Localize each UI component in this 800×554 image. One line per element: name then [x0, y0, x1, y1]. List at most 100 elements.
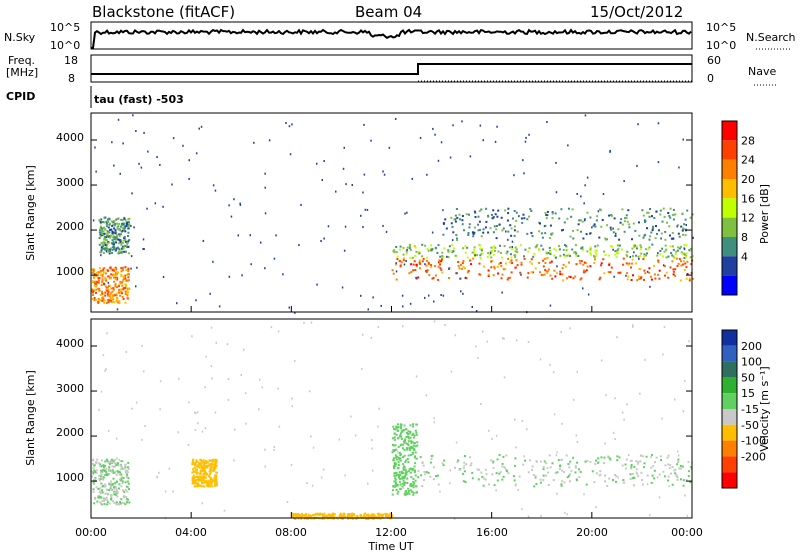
power-cell	[449, 156, 452, 159]
beam-title: Beam 04	[355, 3, 422, 21]
power-cell	[668, 225, 671, 228]
velocity-cell	[552, 371, 555, 374]
power-cell	[98, 267, 101, 270]
power-cell	[685, 244, 688, 247]
nsky-label: N.Sky	[4, 31, 36, 44]
velocity-cell	[214, 478, 217, 481]
power-cell	[574, 251, 577, 253]
velocity-cell	[303, 514, 306, 517]
velocity-cell	[195, 475, 198, 478]
velocity-cell	[629, 459, 632, 462]
velocity-cell	[204, 460, 207, 463]
power-cell	[640, 246, 643, 249]
power-cell	[102, 247, 105, 250]
power-cell	[425, 270, 428, 273]
velocity-cell	[614, 397, 616, 400]
power-cell	[614, 253, 617, 256]
velocity-cell	[630, 467, 633, 470]
power-cell	[489, 252, 492, 255]
velocity-cell	[604, 442, 606, 445]
velocity-cell	[107, 468, 110, 471]
velocity-cell	[675, 474, 678, 477]
power-cell	[99, 235, 102, 237]
power-colorbar-segment	[722, 217, 737, 237]
freq-trace	[91, 63, 692, 75]
power-cell	[542, 259, 545, 262]
velocity-cell	[450, 370, 453, 373]
power-cell	[608, 263, 611, 266]
velocity-cell	[307, 515, 310, 517]
power-cell	[107, 218, 109, 221]
velocity-cell	[404, 461, 407, 463]
power-cell	[455, 208, 458, 210]
velocity-cell	[477, 478, 480, 481]
velocity-cell	[539, 481, 542, 484]
power-cell	[454, 272, 457, 275]
power-cell	[108, 284, 111, 287]
power-cell	[98, 231, 101, 234]
velocity-cell	[412, 432, 415, 435]
power-cell	[534, 246, 537, 249]
velocity-cell	[627, 454, 630, 457]
velocity-cell	[116, 495, 119, 498]
velocity-cell	[97, 487, 100, 490]
velocity-cell	[563, 471, 565, 474]
velocity-cell	[141, 344, 143, 347]
power-cell	[671, 213, 674, 216]
power-cell	[478, 244, 481, 247]
power-cell	[617, 251, 620, 254]
velocity-cell	[593, 481, 596, 484]
power-cell	[228, 204, 230, 207]
velocity-cell	[615, 480, 617, 483]
power-cell	[649, 208, 651, 210]
velocity-cell	[402, 467, 405, 470]
power-cell	[672, 237, 674, 240]
power-cell	[513, 234, 516, 237]
power-cell	[128, 223, 131, 226]
power-cell	[641, 209, 644, 212]
power-ytick-3000: 3000	[56, 176, 84, 189]
power-cell	[159, 163, 161, 166]
power-cell	[485, 220, 488, 223]
power-cell	[675, 257, 678, 260]
velocity-cell	[213, 463, 216, 466]
velocity-cell	[98, 462, 100, 465]
velocity-cell	[208, 485, 211, 488]
power-cell	[99, 225, 102, 228]
power-cell	[644, 221, 647, 224]
velocity-cell	[660, 459, 663, 461]
power-cell	[127, 231, 130, 234]
velocity-cell	[561, 422, 563, 425]
power-cell	[118, 233, 120, 236]
velocity-cell	[259, 378, 261, 381]
velocity-cell	[393, 438, 396, 441]
power-cell	[581, 246, 584, 249]
velocity-cell	[401, 476, 404, 479]
velocity-cell	[323, 517, 326, 520]
power-cell	[528, 247, 531, 250]
power-cell	[442, 294, 445, 297]
power-cell	[395, 262, 397, 265]
velocity-cell	[542, 474, 545, 477]
power-cell	[660, 237, 662, 240]
velocity-cell	[674, 398, 676, 401]
velocity-cell	[640, 454, 643, 457]
velocity-cell	[485, 473, 488, 476]
power-cell	[300, 203, 302, 206]
velocity-cell	[177, 431, 180, 434]
power-cell	[632, 244, 635, 247]
velocity-cell	[597, 461, 599, 464]
velocity-cell	[502, 455, 505, 458]
velocity-cell	[427, 471, 430, 474]
velocity-cell	[297, 515, 300, 518]
velocity-cell	[415, 431, 418, 434]
power-cell	[110, 228, 113, 231]
power-cell	[101, 275, 104, 278]
power-cell	[510, 256, 513, 259]
power-cell	[288, 125, 291, 128]
velocity-cell	[531, 469, 533, 471]
power-cell	[513, 225, 516, 228]
velocity-cell	[650, 456, 652, 458]
velocity-cell	[127, 477, 130, 480]
velocity-cell	[395, 456, 397, 459]
